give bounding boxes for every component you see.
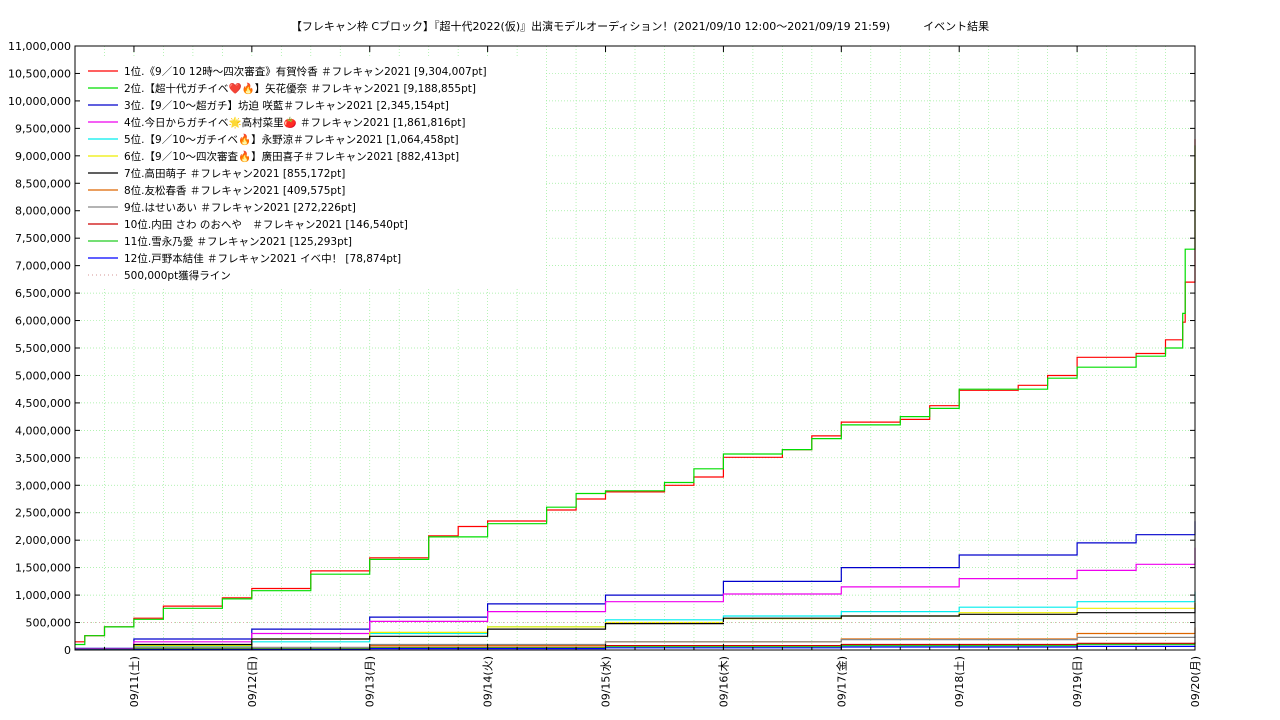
legend-entry: 2位.【超十代ガチイベ❤️🔥】矢花優奈 ＃フレキャン2021 [9,188,85… xyxy=(124,82,476,95)
y-tick-label: 9,000,000 xyxy=(15,150,71,163)
legend-entry: 3位.【9／10〜超ガチ】坊迫 咲藍＃フレキャン2021 [2,345,154p… xyxy=(124,99,449,112)
x-tick-label: 09/11(土) xyxy=(128,656,141,707)
series-lines xyxy=(75,139,1196,651)
series-line xyxy=(75,547,1196,650)
y-tick-label: 9,500,000 xyxy=(15,122,71,135)
x-tick-label: 09/20(月) xyxy=(1189,656,1202,707)
y-tick-label: 2,000,000 xyxy=(15,534,71,547)
y-tick-label: 5,500,000 xyxy=(15,342,71,355)
legend-entry: 12位.戸野本結佳 ＃フレキャン2021 イベ中！ [78,874pt] xyxy=(124,252,401,265)
legend-entry: 5位.【9／10〜ガチイベ🔥】永野涼＃フレキャン2021 [1,064,458p… xyxy=(124,133,459,146)
x-tick-label: 09/19(日) xyxy=(1071,656,1084,707)
legend: 1位.《9／10 12時〜四次審査》有賀怜香 ＃フレキャン2021 [9,304… xyxy=(80,58,545,288)
y-tick-label: 6,000,000 xyxy=(15,315,71,328)
legend-background xyxy=(80,58,545,288)
y-tick-label: 3,500,000 xyxy=(15,452,71,465)
y-tick-label: 1,000,000 xyxy=(15,589,71,602)
y-tick-label: 11,000,000 xyxy=(8,40,71,53)
x-axis: 09/11(土) 09/12(日) 09/13(月) 09/14(火) 09/15(水)… xyxy=(74,46,1202,707)
y-tick-label: 500,000 xyxy=(26,617,72,630)
legend-entry: 500,000pt獲得ライン xyxy=(124,269,231,282)
legend-entry: 7位.高田萌子 ＃フレキャン2021 [855,172pt] xyxy=(124,167,345,180)
y-tick-label: 0 xyxy=(64,644,71,657)
legend-entry: 11位.雪永乃愛 ＃フレキャン2021 [125,293pt] xyxy=(124,235,352,248)
y-tick-label: 8,000,000 xyxy=(15,205,71,218)
y-tick-label: 10,000,000 xyxy=(8,95,71,108)
legend-entry: 1位.《9／10 12時〜四次審査》有賀怜香 ＃フレキャン2021 [9,304… xyxy=(124,65,487,78)
x-tick-label: 09/14(火) xyxy=(482,656,495,707)
legend-entry: 10位.内田 さわ のおへや ＃フレキャン2021 [146,540pt] xyxy=(124,218,408,231)
legend-entry: 4位.今日からガチイベ🌟高村菜里🍅 ＃フレキャン2021 [1,861,816p… xyxy=(124,116,465,129)
x-tick-label: 09/15(水) xyxy=(600,656,613,707)
x-tick-label: 09/17(金) xyxy=(834,656,848,707)
legend-entry: 6位.【9／10〜四次審査🔥】廣田喜子＃フレキャン2021 [882,413pt… xyxy=(124,150,459,163)
y-tick-label: 1,500,000 xyxy=(15,562,71,575)
x-tick-label: 09/18(土) xyxy=(953,656,966,707)
y-tick-label: 4,000,000 xyxy=(15,424,71,437)
legend-entry: 8位.友松春香 ＃フレキャン2021 [409,575pt] xyxy=(124,184,345,197)
legend-entry: 9位.はせいあい ＃フレキャン2021 [272,226pt] xyxy=(124,201,356,214)
x-tick-label: 09/13(月) xyxy=(364,656,377,707)
x-tick-label: 09/16(木) xyxy=(717,656,730,707)
y-tick-label: 7,500,000 xyxy=(15,232,71,245)
y-axis: 0 500,000 1,000,000 1,500,000 2,000,000 2,500… xyxy=(8,40,1195,657)
y-tick-label: 10,500,000 xyxy=(8,67,71,80)
y-tick-label: 3,000,000 xyxy=(15,479,71,492)
y-tick-label: 7,000,000 xyxy=(15,260,71,273)
y-tick-label: 6,500,000 xyxy=(15,287,71,300)
y-tick-label: 2,500,000 xyxy=(15,507,71,520)
y-tick-label: 5,000,000 xyxy=(15,369,71,382)
chart-title: 【フレキャン枠 Cブロック】『超十代2022(仮)』出演モデルオーディション！(… xyxy=(290,20,990,33)
y-tick-label: 8,500,000 xyxy=(15,177,71,190)
series-line xyxy=(75,145,1196,646)
x-tick-label: 09/12(日) xyxy=(246,656,259,707)
y-tick-label: 4,500,000 xyxy=(15,397,71,410)
series-line xyxy=(75,603,1196,651)
